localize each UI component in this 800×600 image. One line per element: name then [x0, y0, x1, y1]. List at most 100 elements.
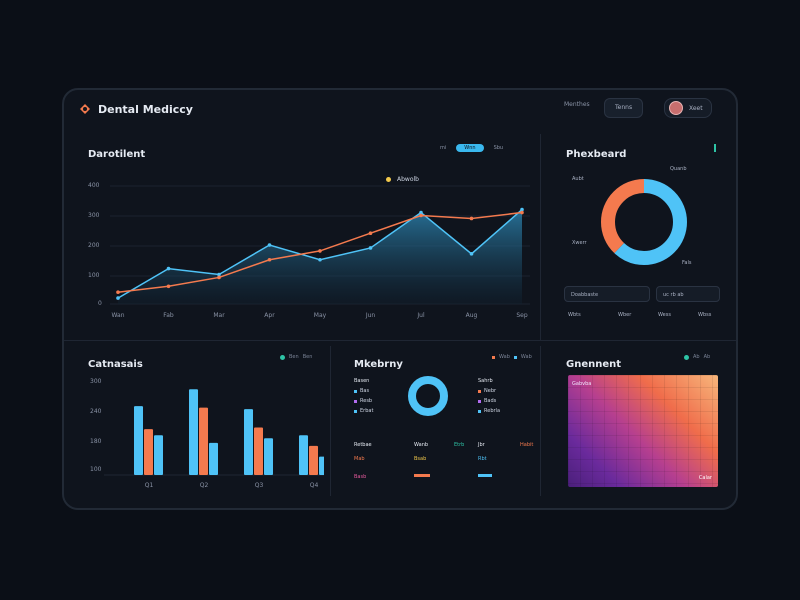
donut-label: Quanb: [670, 166, 687, 172]
footer-label: Wess: [658, 312, 671, 318]
data-point[interactable]: [318, 249, 322, 253]
data-point[interactable]: [217, 275, 221, 280]
panel-title: Catnasais: [88, 359, 143, 370]
data-point[interactable]: [469, 216, 474, 221]
bullet-icon: [478, 389, 481, 393]
brand[interactable]: Dental Mediccy: [78, 102, 193, 116]
bar[interactable]: [319, 456, 324, 475]
data-point[interactable]: [166, 266, 171, 271]
bar[interactable]: [244, 409, 253, 475]
nav-tab-2[interactable]: Tenns: [604, 98, 644, 118]
bullet-icon: [354, 399, 357, 403]
bar[interactable]: [134, 406, 143, 475]
filter-1[interactable]: mi: [440, 145, 447, 151]
data-point[interactable]: [116, 290, 120, 294]
user-menu[interactable]: Xeet: [664, 98, 712, 118]
data-point[interactable]: [520, 207, 524, 212]
data-point[interactable]: [368, 246, 373, 250]
legend-dot-icon: [280, 354, 285, 360]
heatmap-label: Gabvba: [572, 381, 592, 387]
divider: [64, 340, 736, 341]
mini-row: Bsab: [414, 456, 426, 462]
data-point[interactable]: [166, 284, 171, 289]
divider: [540, 134, 541, 340]
y-tick: 300: [90, 378, 102, 385]
data-point[interactable]: [469, 252, 474, 256]
filter-3[interactable]: Sbu: [493, 145, 504, 151]
bar[interactable]: [309, 445, 318, 475]
bar[interactable]: [209, 442, 218, 475]
panel-title: Darotilent: [88, 149, 146, 160]
donut-label: Xwerr: [572, 240, 587, 246]
data-point[interactable]: [520, 210, 524, 215]
bullet-icon: [354, 409, 357, 413]
data-point[interactable]: [267, 243, 272, 247]
x-tick: Fab: [163, 312, 174, 319]
summary-right-label: uc rb ab: [663, 292, 684, 298]
legend-dot-icon: [684, 354, 689, 360]
y-tick: 200: [88, 242, 100, 249]
bar[interactable]: [154, 435, 163, 475]
y-tick: 100: [88, 272, 100, 279]
y-tick: 300: [88, 212, 100, 219]
heat-panel-title: Gnennent: [566, 352, 621, 371]
mini-donut: [408, 376, 448, 416]
donut-slice-orange: [601, 179, 687, 265]
mini-bar: [414, 474, 430, 477]
bar[interactable]: [299, 435, 308, 475]
y-tick: 0: [98, 300, 102, 307]
mini-label: Retbae: [354, 442, 372, 448]
x-tick: Aug: [465, 312, 478, 319]
bullet-icon: [478, 409, 481, 413]
summary-legend: uc rb ab: [656, 286, 720, 302]
data-point[interactable]: [116, 296, 120, 300]
mini-label: Bads: [484, 398, 497, 404]
x-tick: Jul: [417, 312, 425, 319]
x-tick: Apr: [264, 312, 275, 319]
bar[interactable]: [254, 427, 263, 475]
divider: [330, 346, 331, 496]
data-point[interactable]: [419, 210, 423, 215]
mini-row: Mab: [354, 456, 365, 462]
filter-2[interactable]: Wnn: [456, 144, 484, 152]
x-tick: Jun: [365, 312, 376, 319]
x-tick: Q3: [254, 482, 264, 489]
legend-label: Ab: [693, 354, 700, 360]
bullet-icon: [354, 389, 357, 393]
mini-row: Erbat: [354, 408, 373, 414]
footer-label: Wbss: [698, 312, 712, 318]
x-tick: Q2: [199, 482, 209, 489]
bar[interactable]: [144, 429, 153, 475]
summary-field[interactable]: Doabbaste: [564, 286, 650, 302]
dashboard-window: Dental Mediccy Menthes Tenns Xeet Daroti…: [62, 88, 738, 510]
mini-label: Wanb: [414, 442, 429, 448]
legend-square-icon: [492, 355, 495, 359]
data-point[interactable]: [267, 257, 272, 262]
brand-title: Dental Mediccy: [98, 102, 193, 116]
mini-panel-title: Mkebrny: [354, 352, 403, 371]
mini-label: Mab: [354, 456, 365, 462]
mini-label: Bsab: [414, 456, 427, 462]
bar[interactable]: [189, 389, 198, 475]
heatmap: Gabvba Calar: [568, 375, 718, 487]
summary-label: Doabbaste: [571, 292, 599, 298]
bar[interactable]: [264, 438, 273, 475]
mini-label: Basb: [354, 474, 367, 480]
data-point[interactable]: [318, 257, 322, 262]
heatmap-label: Calar: [698, 475, 712, 481]
data-point[interactable]: [368, 231, 373, 235]
data-point[interactable]: [419, 213, 423, 218]
nav-link-1[interactable]: Menthes: [564, 101, 590, 108]
mini-row: Rbt: [478, 456, 487, 462]
bar-chart: [104, 389, 324, 476]
annotation-dot-icon: [386, 177, 391, 182]
data-point[interactable]: [217, 272, 221, 277]
line-chart: [110, 185, 530, 305]
bar[interactable]: [199, 407, 208, 475]
donut-panel-title: Phexbeard: [566, 142, 626, 161]
annotation-label: Abwolb: [397, 176, 419, 183]
mini-label: Sahrb: [478, 378, 493, 384]
legend-label: Wab: [520, 354, 532, 360]
y-tick: 240: [90, 408, 102, 415]
mini-label: Habit: [520, 442, 534, 448]
